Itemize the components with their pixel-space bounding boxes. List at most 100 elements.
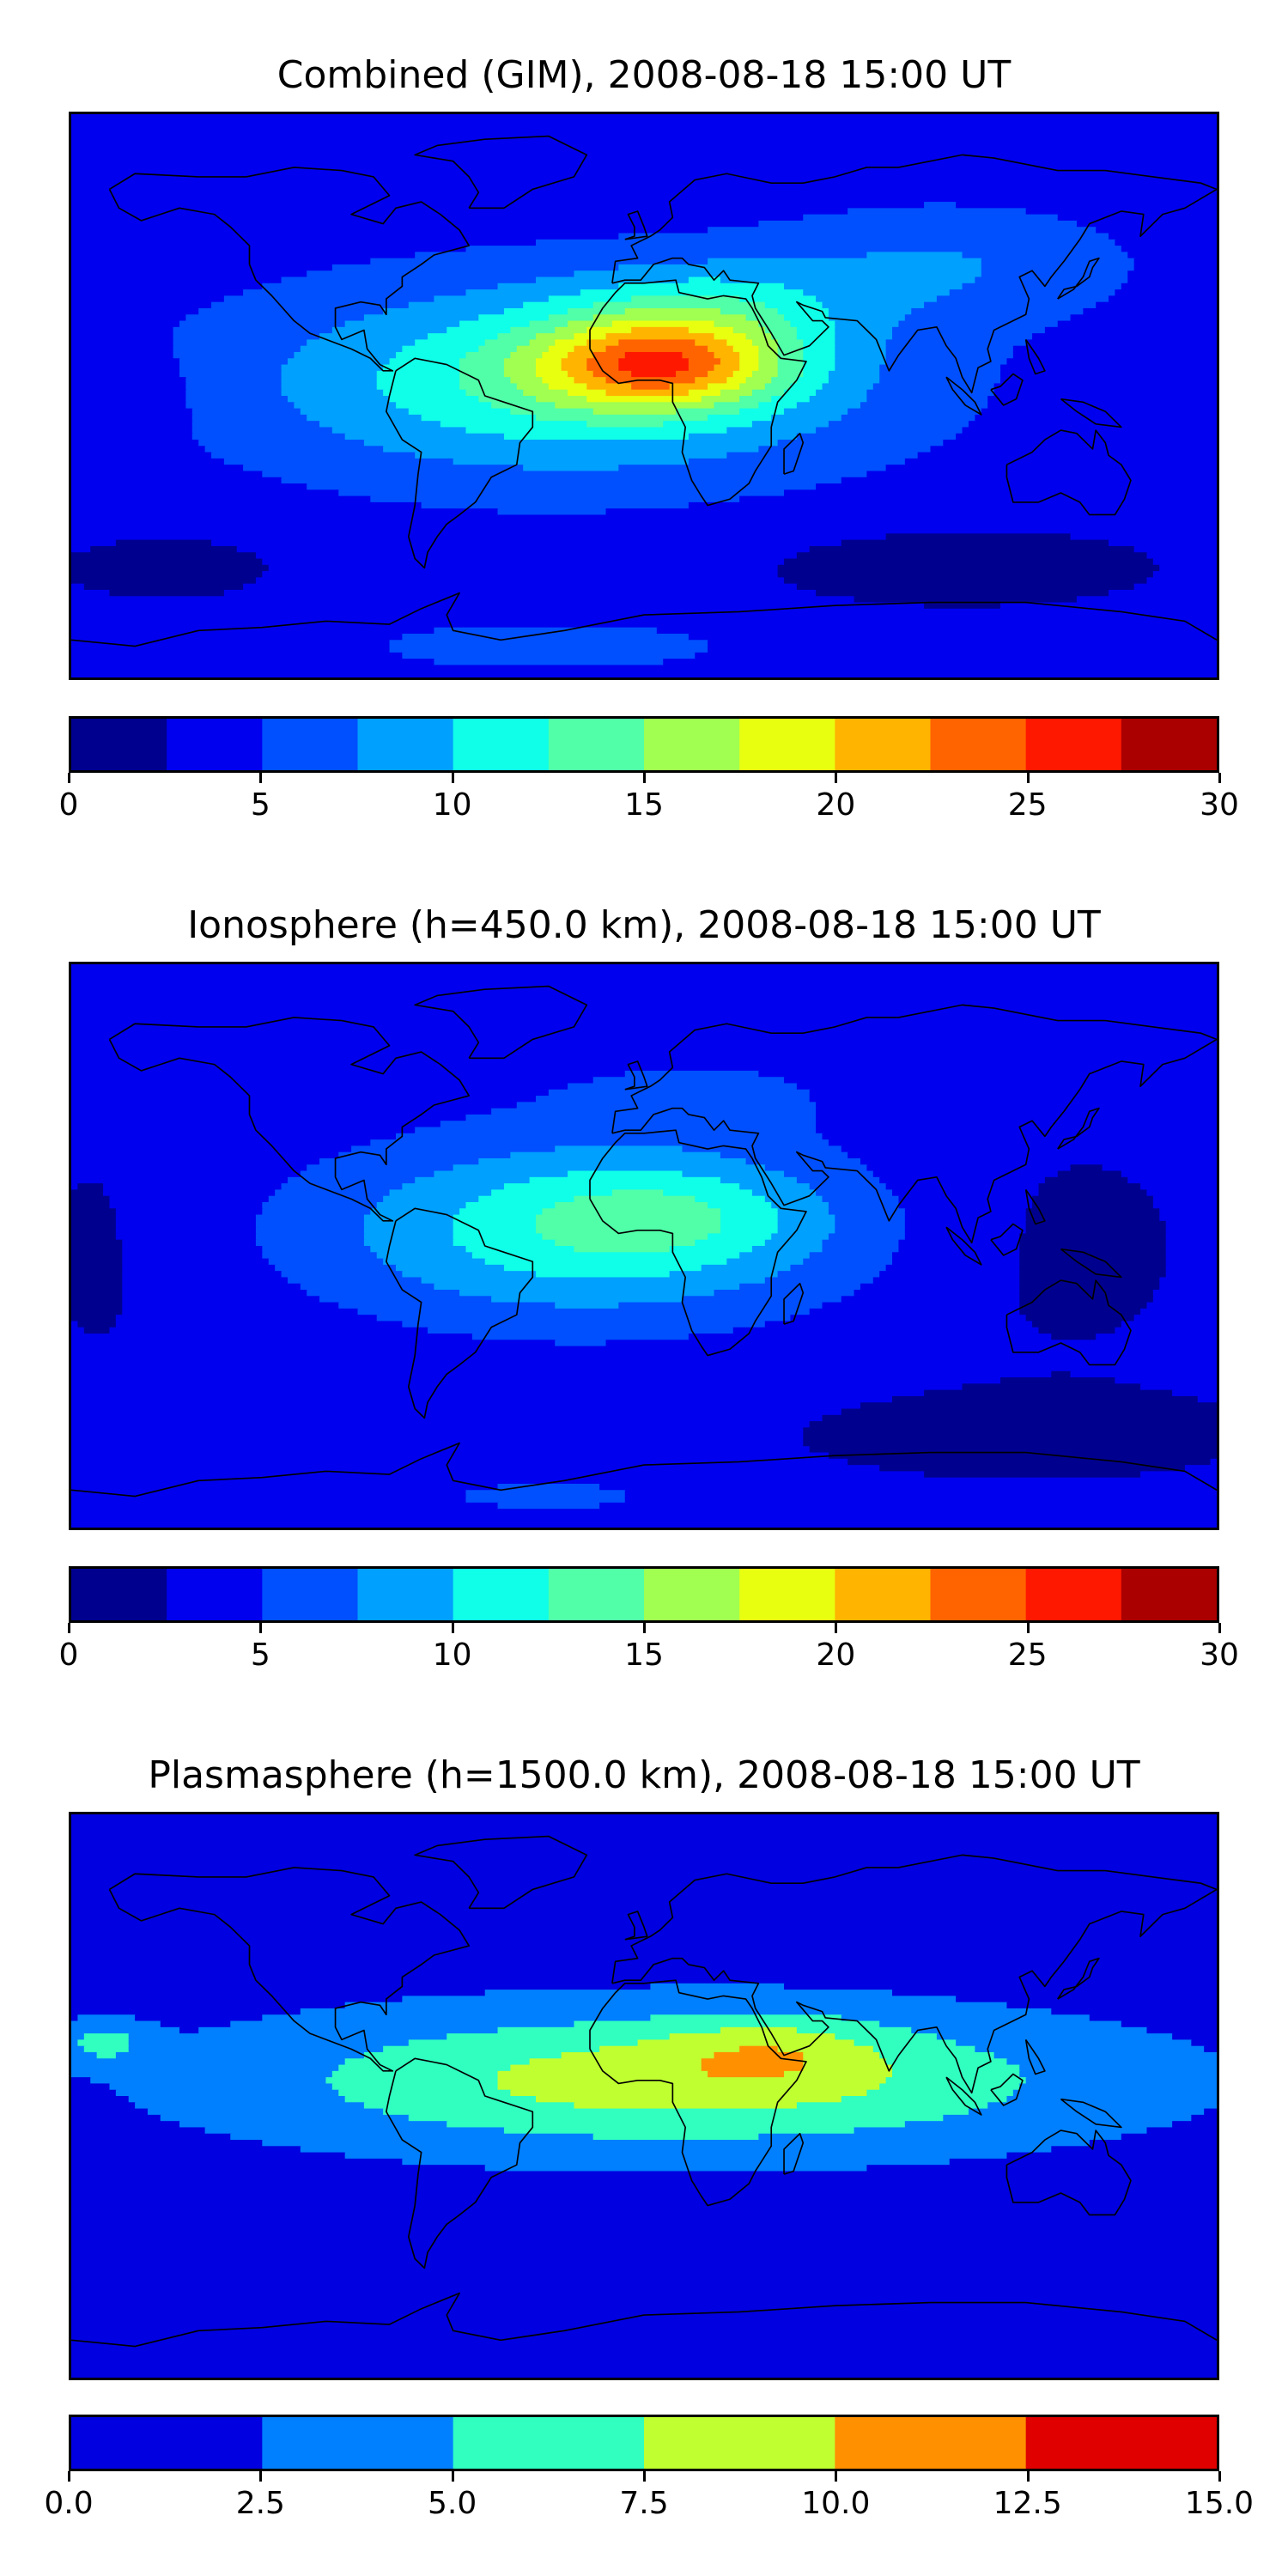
contour-cell xyxy=(1133,258,1217,266)
contour-cell xyxy=(739,1252,811,1261)
contour-cell xyxy=(611,1189,665,1198)
contour-cell xyxy=(173,351,295,360)
contour-cell xyxy=(751,1246,823,1254)
contour-cell xyxy=(71,465,245,472)
contour-cell xyxy=(1109,233,1217,241)
contour-cell xyxy=(592,370,633,379)
contour-cell xyxy=(1051,2146,1217,2154)
contour-cell xyxy=(71,233,620,241)
contour-cell xyxy=(71,652,404,660)
contour-cell xyxy=(1159,564,1217,573)
contour-cell xyxy=(1165,1227,1217,1235)
contour-cell xyxy=(71,2233,1217,2242)
contour-cell xyxy=(835,358,888,367)
contour-cell xyxy=(179,358,289,367)
contour-cell xyxy=(497,2077,888,2085)
contour-cell xyxy=(663,421,754,428)
contour-cell xyxy=(993,383,1217,392)
contour-cell xyxy=(1184,1465,1217,1473)
contour-cell xyxy=(1096,1334,1217,1341)
contour-cell xyxy=(777,1271,881,1279)
contour-cell xyxy=(71,151,1217,160)
contour-cell xyxy=(917,452,1217,460)
contour-cell xyxy=(720,1176,799,1185)
contour-cell xyxy=(561,358,588,367)
contour-cell xyxy=(784,558,1155,567)
contour-cell xyxy=(484,339,532,348)
contour-cell xyxy=(71,402,187,410)
contour-cell xyxy=(987,2102,1217,2111)
contour-cell xyxy=(663,1189,754,1198)
contour-cell xyxy=(841,2096,1008,2104)
contour-cell xyxy=(122,1302,340,1310)
contour-cell xyxy=(287,358,392,367)
contour-cell xyxy=(1019,1258,1168,1267)
contour-cell xyxy=(1140,1308,1217,1316)
colorbar-tick-label: 25 xyxy=(1007,787,1048,823)
contour-cell xyxy=(71,1971,1217,1978)
contour-cell xyxy=(904,1233,1021,1242)
contour-cell xyxy=(71,671,1217,677)
contour-cell xyxy=(71,421,194,428)
contour-cell xyxy=(784,408,849,416)
colorbar-band xyxy=(1025,719,1122,770)
contour-cell xyxy=(71,640,392,648)
colorbar-tick xyxy=(1218,1623,1221,1633)
contour-cell xyxy=(764,301,823,310)
contour-cell xyxy=(784,489,1217,498)
contour-cell xyxy=(758,2133,1123,2142)
coastline xyxy=(414,1835,588,1910)
contour-cell xyxy=(465,389,525,398)
contour-cell xyxy=(962,427,1217,435)
contour-cell xyxy=(71,2064,340,2073)
contour-cell xyxy=(71,2252,1217,2260)
contour-cell xyxy=(96,2051,118,2060)
contour-cell xyxy=(230,2020,575,2029)
contour-cell xyxy=(71,2184,1217,2191)
contour-cell xyxy=(71,1414,823,1423)
contour-cell xyxy=(599,1483,1217,1492)
contour-cell xyxy=(720,1227,780,1235)
contour-cell xyxy=(191,427,334,435)
contour-cell xyxy=(771,396,811,404)
coastline xyxy=(589,1129,807,1357)
contour-cell xyxy=(71,1490,467,1498)
contour-cell xyxy=(771,1201,830,1210)
colorbar-tick-label: 25 xyxy=(1007,1637,1048,1673)
contour-cell xyxy=(574,2102,799,2111)
contour-cell xyxy=(71,1895,1217,1904)
contour-cell xyxy=(720,1214,780,1223)
contour-cell xyxy=(122,1277,289,1285)
contour-cell xyxy=(497,333,538,341)
contour-cell xyxy=(71,2215,1217,2223)
contour-cell xyxy=(885,533,1072,542)
contour-cell xyxy=(71,1471,926,1479)
contour-cell xyxy=(898,1195,1034,1204)
contour-cell xyxy=(1121,283,1217,291)
contour-cell xyxy=(1038,1183,1142,1191)
contour-cell xyxy=(1146,2127,1217,2136)
contour-cell xyxy=(803,1439,1217,1448)
contour-cell xyxy=(484,2165,868,2172)
contour-cell xyxy=(739,383,767,392)
contour-cell xyxy=(764,326,799,335)
colorbar-tick xyxy=(835,2471,838,2482)
contour-cell xyxy=(90,545,239,554)
contour-cell xyxy=(555,402,716,410)
contour-cell xyxy=(714,333,748,341)
contour-cell xyxy=(71,2208,1217,2216)
coastline xyxy=(783,2132,805,2175)
colorbar-tick xyxy=(259,773,263,783)
contour-cell xyxy=(1019,1283,1161,1291)
contour-cell xyxy=(71,258,372,266)
contour-cell xyxy=(389,646,709,654)
colorbar-bands xyxy=(71,2417,1217,2469)
contour-cell xyxy=(135,2014,264,2022)
contour-cell xyxy=(809,1183,888,1191)
contour-cell xyxy=(708,370,735,379)
contour-cell xyxy=(71,2014,79,2022)
contour-cell xyxy=(516,1102,817,1110)
contour-cell xyxy=(71,351,175,360)
contour-cell xyxy=(841,1296,1021,1304)
contour-cell xyxy=(434,659,665,666)
